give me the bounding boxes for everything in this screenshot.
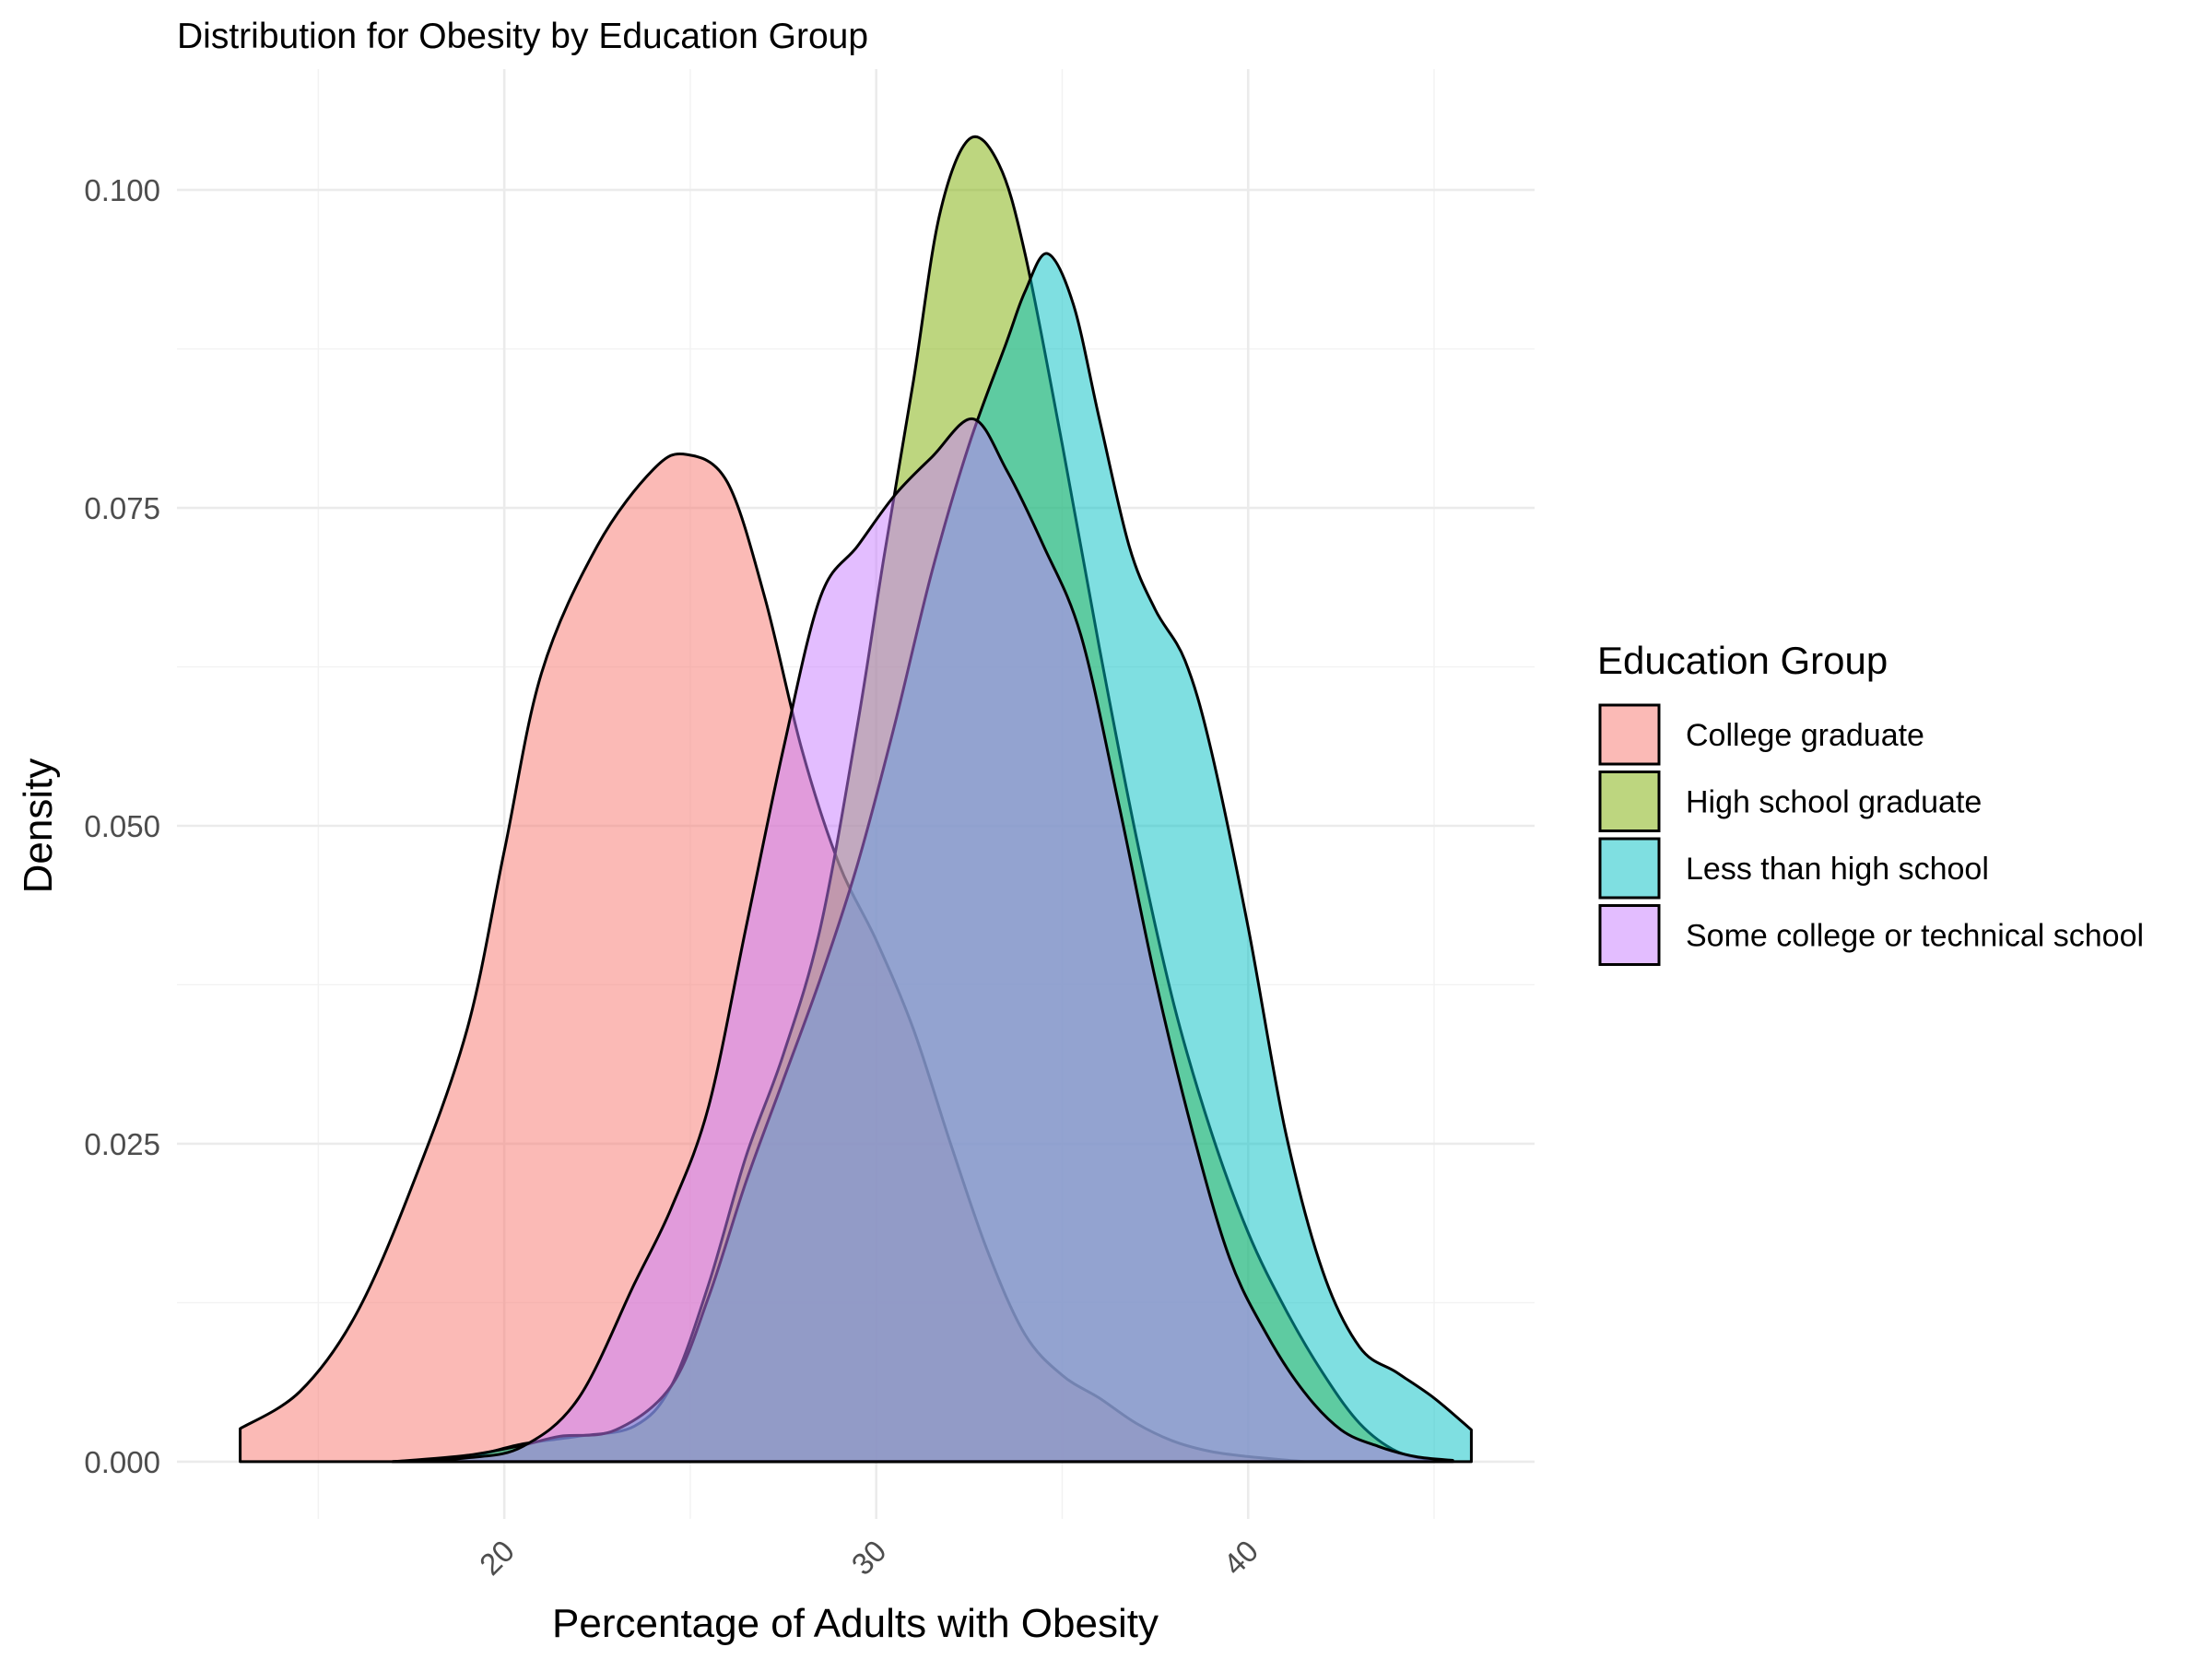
density-areas <box>239 135 1473 1464</box>
x-tick-label: 20 <box>473 1534 521 1582</box>
y-tick-label: 0.025 <box>84 1127 160 1161</box>
legend-label: High school graduate <box>1686 785 1982 820</box>
y-tick-label: 0.000 <box>84 1445 160 1479</box>
x-tick-label: 30 <box>845 1534 893 1582</box>
legend: Education Group College graduate High sch… <box>1597 639 2144 966</box>
legend-label: College graduate <box>1686 718 1924 753</box>
y-tick-label: 0.050 <box>84 809 160 843</box>
legend-key <box>1598 771 1661 832</box>
legend-key <box>1598 703 1661 766</box>
density-area-some-college-or-technical-school <box>391 417 1454 1464</box>
x-tick-label: 40 <box>1217 1534 1265 1582</box>
y-tick-label: 0.075 <box>84 491 160 525</box>
x-axis-title: Percentage of Adults with Obesity <box>552 1601 1159 1646</box>
legend-title: Education Group <box>1597 639 1888 682</box>
legend-items: College graduate High school graduate Less… <box>1598 703 2144 966</box>
chart-title: Distribution for Obesity by Education Gr… <box>177 17 868 56</box>
legend-label: Some college or technical school <box>1686 919 2144 954</box>
y-tick-label: 0.100 <box>84 173 160 207</box>
y-axis-title: Density <box>16 759 61 894</box>
legend-key <box>1598 904 1661 966</box>
legend-label: Less than high school <box>1686 852 1989 887</box>
legend-key <box>1598 837 1661 900</box>
